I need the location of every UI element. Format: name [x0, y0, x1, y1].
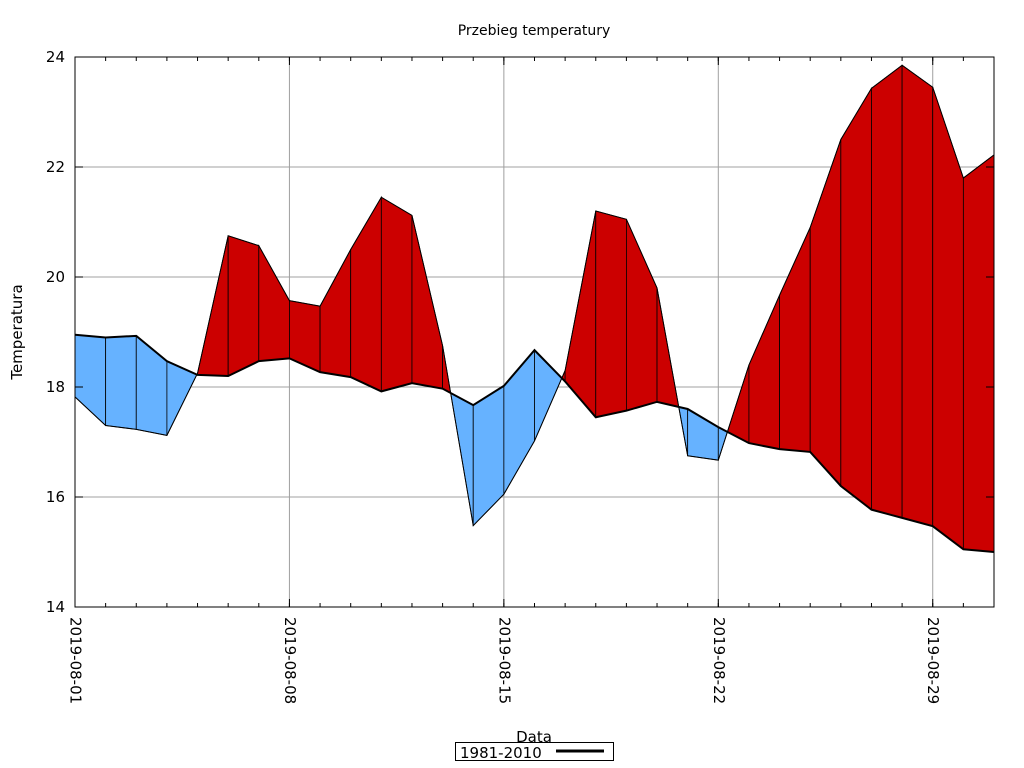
axis-ticks: 14 16 18 20 22 24 2019-08-01 2019-08-08 2019-08-…: [46, 48, 995, 704]
below-normal-area: [687, 408, 719, 461]
below-normal-area: [105, 335, 137, 430]
x-axis-label: Data: [516, 728, 552, 746]
below-normal-area: [503, 349, 535, 496]
above-normal-area: [626, 219, 658, 412]
legend-box: [455, 742, 614, 761]
above-normal-area: [319, 249, 352, 378]
area-fills: [74, 64, 995, 553]
above-normal-area: [595, 210, 627, 418]
above-normal-area: [380, 196, 413, 392]
x-tick-label: 2019-08-15: [495, 617, 513, 704]
y-tick-label: 22: [46, 158, 65, 176]
above-normal-area: [871, 64, 903, 519]
y-tick-label: 14: [46, 598, 65, 616]
above-normal-area: [411, 215, 444, 390]
above-normal-area: [350, 195, 382, 393]
above-normal-area: [932, 87, 964, 551]
x-tick-label: 2019-08-01: [67, 617, 85, 704]
series-lines: [74, 64, 995, 553]
above-normal-area: [258, 244, 290, 362]
y-tick-label: 16: [46, 488, 65, 506]
series-line-2019: [74, 64, 995, 527]
y-tick-label: 24: [46, 48, 65, 66]
x-tick-label: 2019-08-22: [710, 617, 728, 704]
above-normal-area: [748, 294, 780, 450]
below-normal-area: [74, 334, 107, 427]
below-normal-area: [472, 385, 505, 527]
y-tick-label: 20: [46, 268, 65, 286]
above-normal-area: [809, 139, 842, 488]
series-line-1981-2010: [74, 333, 995, 553]
x-tick-label: 2019-08-29: [924, 617, 942, 704]
above-normal-area: [840, 86, 872, 511]
legend-label: 1981-2010: [460, 744, 542, 762]
x-tick-label: 2019-08-08: [281, 617, 299, 704]
above-normal-area: [726, 364, 750, 444]
above-normal-area: [227, 235, 260, 377]
below-normal-area: [135, 335, 168, 436]
above-normal-area: [901, 64, 934, 527]
chart-title: Przebieg temperatury: [458, 23, 611, 39]
legend: 1981-2010: [455, 742, 614, 762]
y-tick-label: 18: [46, 378, 65, 396]
y-axis-label: Temperatura: [8, 284, 26, 380]
above-normal-area: [962, 154, 995, 553]
